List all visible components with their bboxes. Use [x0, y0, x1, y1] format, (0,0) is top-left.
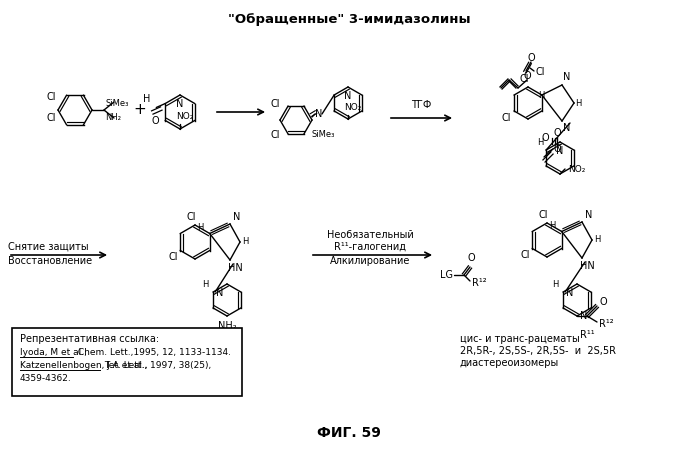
Text: NH₂: NH₂: [105, 113, 121, 122]
Text: NO₂: NO₂: [568, 164, 585, 173]
Text: Cl: Cl: [271, 130, 280, 140]
Text: O: O: [527, 53, 535, 63]
Text: SiMe₃: SiMe₃: [312, 130, 336, 139]
Text: N: N: [585, 210, 592, 220]
Text: O: O: [599, 297, 607, 307]
Text: Cl: Cl: [538, 210, 548, 220]
Text: H: H: [537, 138, 543, 147]
Text: ТГФ: ТГФ: [411, 100, 431, 110]
Text: N: N: [563, 123, 570, 133]
Text: Chem. Lett.,1995, 12, 1133-1134.: Chem. Lett.,1995, 12, 1133-1134.: [75, 348, 231, 357]
Text: Iyoda, M et al.,: Iyoda, M et al.,: [20, 348, 87, 357]
Text: Восстановление: Восстановление: [8, 256, 92, 266]
Text: O: O: [467, 253, 475, 263]
Text: ФИГ. 59: ФИГ. 59: [317, 426, 381, 440]
Text: N: N: [556, 146, 563, 156]
Text: N: N: [233, 212, 240, 222]
Bar: [12, 328, 242, 396]
Text: O: O: [553, 128, 561, 138]
Text: Katzenellenbogen, J.A et al.,: Katzenellenbogen, J.A et al.,: [20, 361, 147, 370]
Text: NO₂: NO₂: [176, 112, 194, 121]
Text: N: N: [580, 311, 587, 321]
Text: O: O: [553, 144, 561, 154]
Text: N: N: [215, 288, 223, 298]
Text: R¹¹-галогенид: R¹¹-галогенид: [334, 242, 406, 252]
Text: Снятие защиты: Снятие защиты: [8, 242, 89, 252]
Text: R¹²: R¹²: [599, 319, 614, 329]
Text: H: H: [197, 223, 203, 232]
Text: SiMe₃: SiMe₃: [105, 98, 129, 107]
Text: HN: HN: [228, 263, 243, 273]
Text: Tet. Lett., 1997, 38(25),: Tet. Lett., 1997, 38(25),: [102, 361, 211, 370]
Text: N: N: [563, 72, 570, 82]
Text: H: H: [594, 235, 600, 245]
Text: R¹²: R¹²: [472, 278, 487, 288]
Text: Репрезентативная ссылка:: Репрезентативная ссылка:: [20, 334, 159, 344]
Text: N: N: [315, 109, 322, 119]
Text: Необязательный: Необязательный: [326, 230, 413, 240]
Text: LG: LG: [440, 270, 453, 280]
Text: O: O: [523, 71, 531, 81]
Text: N: N: [176, 99, 184, 109]
Text: N: N: [345, 91, 352, 101]
Text: 2R,5R-, 2S,5S-, 2R,5S-  и  2S,5R: 2R,5R-, 2S,5S-, 2R,5S- и 2S,5R: [460, 346, 616, 356]
Text: Cl: Cl: [519, 74, 528, 84]
Text: H: H: [552, 280, 558, 289]
Text: Cl: Cl: [271, 99, 280, 109]
Text: H: H: [538, 91, 545, 100]
Text: Cl: Cl: [535, 67, 545, 77]
Text: Cl: Cl: [186, 212, 196, 222]
Text: Алкилирование: Алкилирование: [330, 256, 410, 266]
Text: Cl: Cl: [502, 113, 511, 123]
Text: H: H: [549, 220, 556, 229]
Text: Cl: Cl: [47, 92, 56, 102]
Text: H: H: [202, 280, 208, 289]
Text: HN: HN: [580, 261, 595, 271]
Text: цис- и транс-рацематы: цис- и транс-рацематы: [460, 334, 579, 344]
Text: "Обращенные" 3-имидазолины: "Обращенные" 3-имидазолины: [228, 13, 470, 26]
Text: NO₂: NO₂: [345, 103, 361, 112]
Text: диастереоизомеры: диастереоизомеры: [460, 358, 559, 368]
Text: NH₂: NH₂: [217, 321, 236, 331]
Text: 4359-4362.: 4359-4362.: [20, 374, 72, 383]
Text: Cl: Cl: [521, 251, 531, 260]
Text: O: O: [152, 115, 159, 126]
Text: H: H: [143, 94, 150, 105]
Text: Cl: Cl: [168, 252, 178, 263]
Text: O: O: [541, 133, 549, 143]
Text: N: N: [565, 288, 573, 298]
Text: H: H: [242, 238, 248, 247]
Text: R¹¹: R¹¹: [579, 330, 594, 340]
Text: Cl: Cl: [47, 113, 56, 123]
Text: +: +: [134, 102, 146, 118]
Text: H: H: [575, 98, 582, 107]
